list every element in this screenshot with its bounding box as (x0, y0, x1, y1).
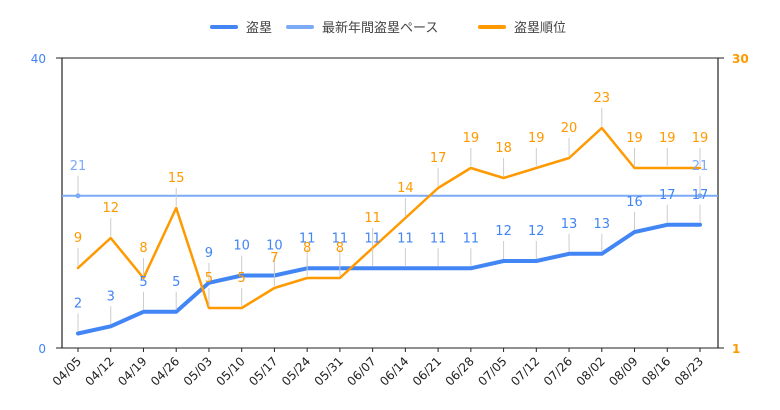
left-axis-tick: 0 (38, 342, 46, 356)
data-label: 11 (463, 231, 480, 246)
x-tick-label: 06/28 (443, 354, 477, 388)
x-tick-label: 05/31 (312, 354, 346, 388)
data-point (75, 193, 81, 199)
right-axis-tick: 1 (732, 342, 740, 356)
legend-label: 盗塁順位 (514, 20, 566, 36)
data-label: 11 (364, 211, 381, 226)
x-tick-label: 08/09 (606, 354, 640, 388)
data-label: 8 (336, 241, 344, 256)
data-point (697, 193, 703, 199)
data-label: 13 (594, 217, 611, 232)
x-tick-label: 07/12 (508, 354, 542, 388)
data-label: 5 (172, 275, 180, 290)
x-tick-label: 06/14 (377, 354, 411, 388)
data-label: 11 (430, 231, 447, 246)
data-label: 13 (561, 217, 578, 232)
data-label: 16 (626, 195, 643, 210)
data-label: 18 (495, 141, 512, 156)
data-label: 17 (659, 188, 676, 203)
data-label: 11 (332, 231, 349, 246)
data-label: 21 (692, 159, 709, 174)
data-label: 23 (594, 91, 611, 106)
data-label: 14 (397, 181, 414, 196)
data-label: 19 (463, 131, 480, 146)
x-tick-label: 04/19 (115, 354, 149, 388)
data-label: 5 (139, 275, 147, 290)
data-label: 5 (238, 271, 246, 286)
data-label: 12 (528, 224, 545, 239)
x-tick-label: 07/05 (475, 354, 509, 388)
data-label: 8 (303, 241, 311, 256)
x-tick-label: 05/17 (246, 354, 280, 388)
x-tick-label: 05/10 (213, 354, 247, 388)
legend-label: 最新年間盗塁ペース (322, 20, 438, 36)
x-tick-label: 08/02 (574, 354, 608, 388)
data-label: 8 (139, 241, 147, 256)
data-label: 19 (692, 131, 709, 146)
x-tick-label: 07/26 (541, 354, 575, 388)
legend-label: 盗塁 (246, 20, 272, 36)
x-tick-label: 06/07 (344, 354, 378, 388)
axes: 40 0 30 1 (31, 52, 749, 356)
data-label: 2 (74, 297, 82, 312)
data-label: 9 (205, 246, 213, 261)
data-label: 10 (266, 239, 283, 254)
data-label: 11 (299, 231, 316, 246)
x-tick-label: 08/16 (639, 354, 673, 388)
data-label: 10 (233, 239, 250, 254)
x-tick-label: 04/05 (50, 354, 84, 388)
data-label: 9 (74, 231, 82, 246)
x-axis-ticks: 04/0504/1204/1904/2605/0305/1005/1705/24… (50, 348, 706, 389)
x-tick-label: 05/03 (181, 354, 215, 388)
data-label: 7 (270, 251, 278, 266)
legend: 盗塁 最新年間盗塁ペース 盗塁順位 (210, 20, 566, 36)
data-label: 21 (70, 159, 87, 174)
data-label: 19 (659, 131, 676, 146)
right-axis-tick: 30 (732, 52, 749, 66)
data-label: 3 (107, 289, 115, 304)
data-label: 5 (205, 271, 213, 286)
data-label: 17 (692, 188, 709, 203)
x-tick-label: 08/23 (672, 354, 706, 388)
data-label: 20 (561, 121, 578, 136)
data-label: 19 (528, 131, 545, 146)
data-label: 12 (495, 224, 512, 239)
data-label: 12 (102, 201, 119, 216)
series-line (76, 222, 702, 336)
left-axis-tick: 40 (31, 52, 46, 66)
data-label: 17 (430, 151, 447, 166)
data-label: 11 (397, 231, 414, 246)
x-tick-label: 05/24 (279, 354, 313, 388)
series-layer (62, 126, 718, 336)
x-tick-label: 04/12 (82, 354, 116, 388)
data-label: 19 (626, 131, 643, 146)
data-label: 15 (168, 171, 185, 186)
series-line (76, 126, 702, 310)
x-tick-label: 06/21 (410, 354, 444, 388)
x-tick-label: 04/26 (148, 354, 182, 388)
